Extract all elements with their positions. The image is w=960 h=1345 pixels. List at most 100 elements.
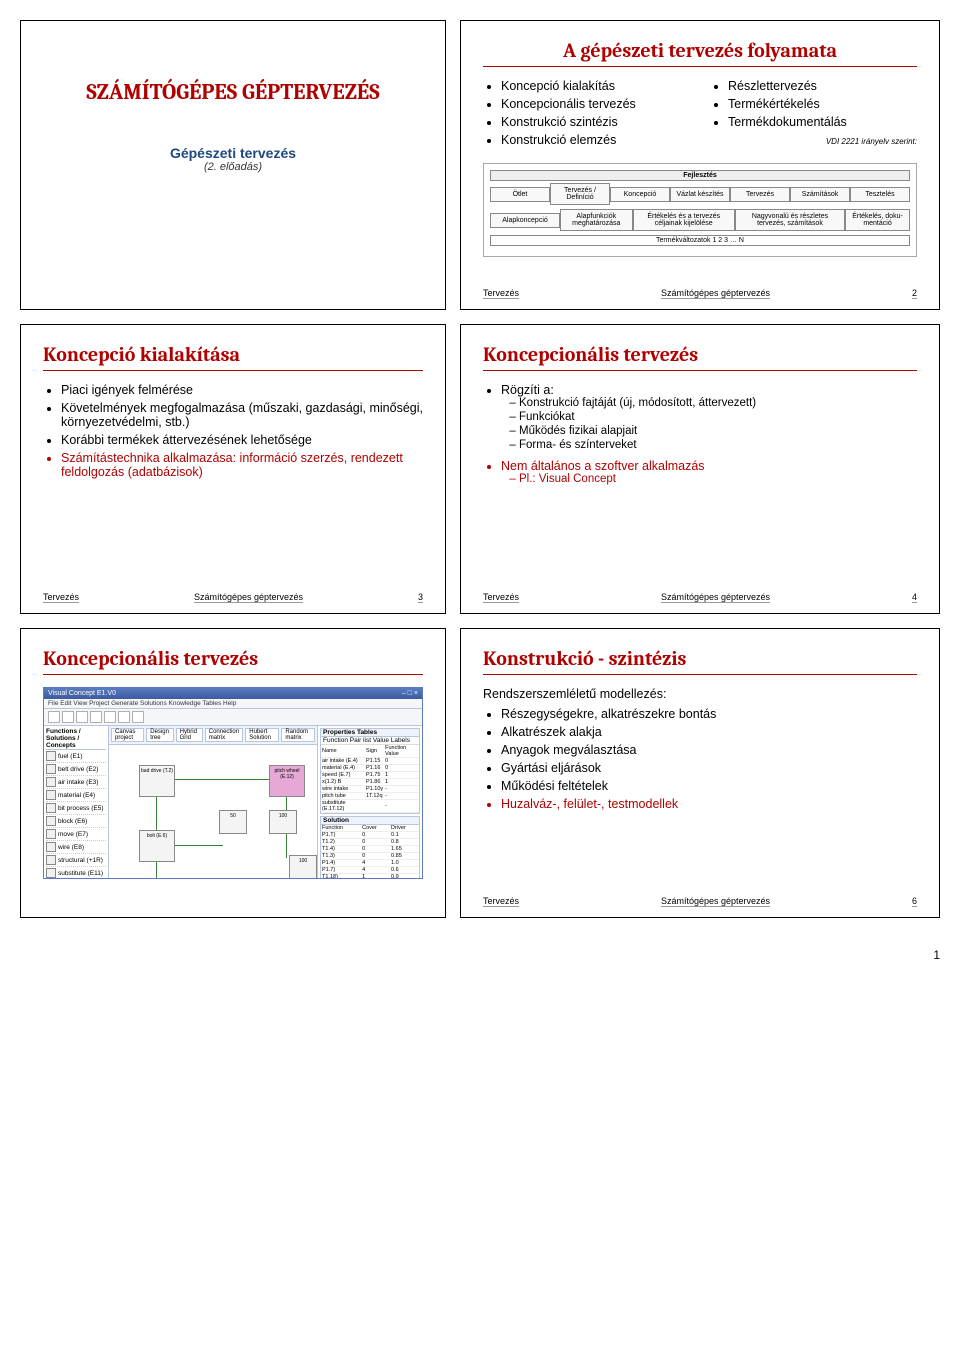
- slide-footer: Tervezés Számítógépes géptervezés 3: [43, 592, 423, 603]
- proc-box: Koncepció: [610, 187, 670, 202]
- list-item: Rögzíti a: Konstrukció fajtáját (új, mód…: [501, 383, 917, 451]
- tree-item: fuel (E1): [46, 750, 106, 763]
- proc-box: Nagyvonalú és részletes tervezés, számít…: [735, 209, 845, 231]
- slide-title: Koncepció kialakítása: [43, 343, 423, 371]
- footer-left: Tervezés: [483, 288, 519, 299]
- node: bolt (E.6): [139, 830, 175, 862]
- list-subitem: Forma- és színterveket: [519, 439, 917, 451]
- list-item-highlight: Huzalváz-, felület-, testmodellek: [501, 797, 917, 811]
- slide-1: SZÁMÍTÓGÉPES GÉPTERVEZÉS Gépészeti terve…: [20, 20, 446, 310]
- list-item: Gyártási eljárások: [501, 761, 917, 775]
- proc-box: Tervezés / Definíció: [550, 183, 610, 205]
- list-item: Piaci igények felmérése: [61, 383, 423, 397]
- footer-left: Tervezés: [483, 592, 519, 603]
- lead-text: Rendszerszemléletű modellezés:: [483, 687, 917, 701]
- footer-center: Számítógépes géptervezés: [661, 896, 770, 907]
- list-item: Követelmények megfogalmazása (műszaki, g…: [61, 401, 423, 429]
- bullet-list-left: Koncepció kialakítás Koncepcionális terv…: [483, 79, 690, 147]
- list-item-highlight: Számítástechnika alkalmazása: információ…: [61, 451, 423, 479]
- list-item: Koncepció kialakítás: [501, 79, 690, 93]
- subtitle: Gépészeti tervezés: [43, 145, 423, 161]
- lead-text: Rögzíti a:: [501, 383, 554, 397]
- proc-box: Tervezés: [730, 187, 790, 202]
- diagram-banner: Fejlesztés: [490, 170, 910, 181]
- process-diagram: Fejlesztés Ötlet Tervezés / Definíció Ko…: [483, 163, 917, 257]
- proc-box: Értékelés és a tervezés céljainak kijelö…: [633, 209, 735, 231]
- toolbar-btn: [62, 711, 74, 723]
- proc-box: Alapfunkciók meghatározása: [560, 209, 633, 231]
- toolbar-btn: [76, 711, 88, 723]
- tree-item: air intake (E3): [46, 776, 106, 789]
- node: bad drive (T.2): [139, 765, 175, 797]
- func-header: Solution: [321, 817, 419, 825]
- list-item: Konstrukció szintézis: [501, 115, 690, 129]
- ui-canvas-area: Canvas project Design tree Hybrid Grid C…: [109, 726, 317, 878]
- toolbar-btn: [118, 711, 130, 723]
- list-item: Korábbi termékek áttervezésének lehetősé…: [61, 433, 423, 447]
- props-tabs: Function Pair list Value Labels: [321, 737, 419, 745]
- bullet-list: Rögzíti a: Konstrukció fajtáját (új, mód…: [483, 383, 917, 485]
- tab: Hubert Solution: [245, 728, 279, 742]
- footer-left: Tervezés: [483, 896, 519, 907]
- proc-box: Alapkoncepció: [490, 213, 560, 228]
- bullet-list-right: Részlettervezés Termékértékelés Termékdo…: [710, 79, 917, 129]
- tree-item: wire (E8): [46, 841, 106, 854]
- slide-footer: Tervezés Számítógépes géptervezés 6: [483, 896, 917, 907]
- footer-center: Számítógépes géptervezés: [194, 592, 303, 603]
- tree-item: block (E6): [46, 815, 106, 828]
- tree-item: bit process (E5): [46, 802, 106, 815]
- bullet-list: Piaci igények felmérése Követelmények me…: [43, 383, 423, 479]
- tab: Hybrid Grid: [176, 728, 203, 742]
- app-title: Visual Concept E1.V0: [48, 690, 116, 697]
- list-subitem: Konstrukció fajtáját (új, módosított, át…: [519, 397, 917, 409]
- slide-6: Konstrukció - szintézis Rendszerszemléle…: [460, 628, 940, 918]
- list-item-highlight: Nem általános a szoftver alkalmazás Pl.:…: [501, 459, 917, 485]
- proc-box: Értékelés, doku-mentáció: [845, 209, 910, 231]
- slide-4: Koncepcionális tervezés Rögzíti a: Konst…: [460, 324, 940, 614]
- list-item: Konstrukció elemzés: [501, 133, 690, 147]
- tree-item: substitute (E11): [46, 867, 106, 878]
- ui-tabs: Canvas project Design tree Hybrid Grid C…: [109, 726, 317, 745]
- tree-item: move (E7): [46, 828, 106, 841]
- proc-box: Ötlet: [490, 187, 550, 202]
- footer-num: 6: [912, 896, 917, 907]
- node: pitch wheel (E.12): [269, 765, 305, 797]
- main-title: SZÁMÍTÓGÉPES GÉPTERVEZÉS: [43, 79, 423, 105]
- props-header: Properties Tables: [321, 729, 419, 737]
- footer-left: Tervezés: [43, 592, 79, 603]
- slide-title: A gépészeti tervezés folyamata: [483, 39, 917, 67]
- footer-center: Számítógépes géptervezés: [661, 288, 770, 299]
- list-item: Anyagok megválasztása: [501, 743, 917, 757]
- props-table: NameSignFunction Value air intake (E.4)P…: [321, 745, 419, 813]
- ui-titlebar: Visual Concept E1.V0 – □ ×: [44, 688, 422, 699]
- list-item: Részegységekre, alkatrészekre bontás: [501, 707, 917, 721]
- list-item: Alkatrészek alakja: [501, 725, 917, 739]
- lecture-note: (2. előadás): [43, 161, 423, 173]
- tree-item: material (E4): [46, 789, 106, 802]
- list-subitem: Pl.: Visual Concept: [519, 473, 917, 485]
- slide-title: Koncepcionális tervezés: [483, 343, 917, 371]
- proc-box: Vázlat készítés: [670, 187, 730, 202]
- canvas: bad drive (T.2) pitch wheel (E.12) bolt …: [109, 745, 317, 878]
- list-item: Működési feltételek: [501, 779, 917, 793]
- slide-footer: Tervezés Számítógépes géptervezés 4: [483, 592, 917, 603]
- footer-num: 3: [418, 592, 423, 603]
- list-subitem: Funkciókat: [519, 411, 917, 423]
- footer-center: Számítógépes géptervezés: [661, 592, 770, 603]
- node: 100: [269, 810, 297, 834]
- list-item: Termékdokumentálás: [728, 115, 917, 129]
- software-screenshot: Visual Concept E1.V0 – □ × File Edit Vie…: [43, 687, 423, 879]
- toolbar-btn: [48, 711, 60, 723]
- tree-item: structural (+1R): [46, 854, 106, 867]
- proc-box: Tesztelés: [850, 187, 910, 202]
- footer-num: 4: [912, 592, 917, 603]
- toolbar-btn: [132, 711, 144, 723]
- func-table: FunctionCoverDriver P1.T)00.1 T1.2)00.8 …: [321, 825, 419, 878]
- list-item: Koncepcionális tervezés: [501, 97, 690, 111]
- ui-right-panel: Properties Tables Function Pair list Val…: [317, 726, 422, 878]
- tab: Connection matrix: [205, 728, 244, 742]
- tab: Canvas project: [111, 728, 144, 742]
- tab: Random matrix: [281, 728, 315, 742]
- window-controls: – □ ×: [402, 690, 418, 697]
- tab: Design tree: [146, 728, 173, 742]
